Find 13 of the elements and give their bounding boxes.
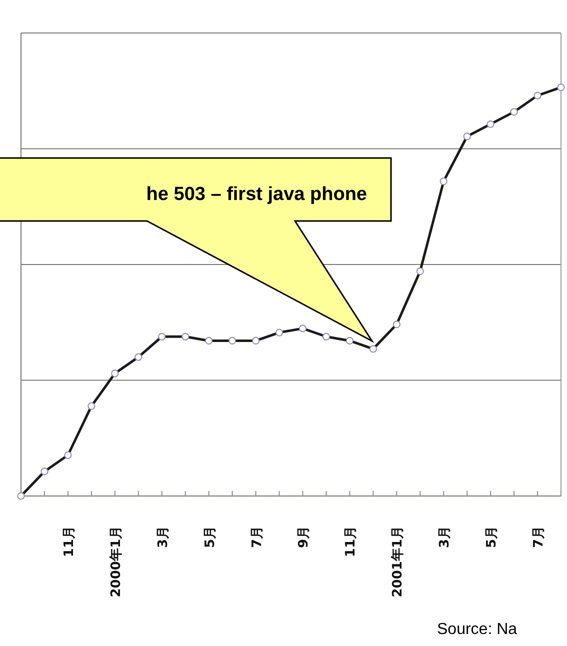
x-tick-label: 7月 bbox=[250, 526, 265, 548]
x-tick-label: 5月 bbox=[484, 526, 500, 548]
x-tick-label: 3月 bbox=[438, 526, 453, 548]
x-tick-label: 5月 bbox=[202, 526, 218, 548]
x-tick-label: 7月 bbox=[532, 526, 547, 548]
x-tick-label: 9月 bbox=[296, 526, 312, 548]
source-note: Source: Na bbox=[437, 621, 518, 638]
x-tick-label: 2001年1月 bbox=[390, 526, 406, 598]
x-tick-label: 3月 bbox=[156, 526, 171, 548]
x-tick-label: 11月 bbox=[62, 526, 77, 558]
annotation: he 503 – first java phone bbox=[146, 184, 367, 205]
x-tick-label: 11月 bbox=[344, 526, 359, 558]
x-tick-label: 2000年1月 bbox=[108, 526, 124, 598]
